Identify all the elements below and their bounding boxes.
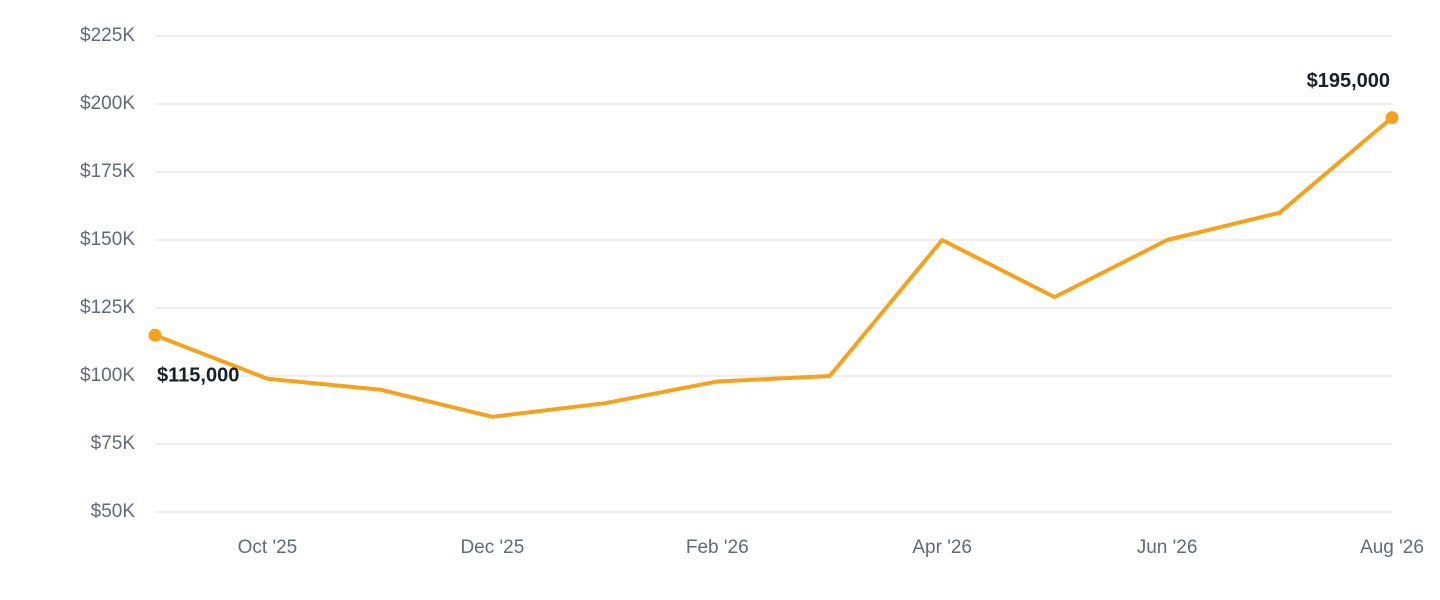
y-tick-label: $175K <box>80 161 135 182</box>
value-label: $115,000 <box>157 364 239 386</box>
y-tick-label: $100K <box>80 365 135 386</box>
y-tick-label: $200K <box>80 93 135 114</box>
y-tick-label: $150K <box>80 229 135 250</box>
line <box>154 116 1394 419</box>
x-tick-label: Oct '25 <box>238 537 298 558</box>
x-tick-label: Aug '26 <box>1360 537 1424 558</box>
x-tick-label: Dec '25 <box>460 537 524 558</box>
point-marker <box>148 328 162 342</box>
x-tick-label: Jun '26 <box>1137 537 1198 558</box>
x-tick-label: Apr '26 <box>912 537 972 558</box>
x-tick-label: Feb '26 <box>686 537 749 558</box>
y-tick-label: $75K <box>91 433 136 454</box>
y-tick-label: $50K <box>91 501 136 522</box>
value-label: $195,000 <box>1307 70 1390 92</box>
point-marker <box>1385 111 1399 125</box>
y-tick-label: $125K <box>80 297 135 318</box>
y-tick-label: $225K <box>80 25 135 46</box>
